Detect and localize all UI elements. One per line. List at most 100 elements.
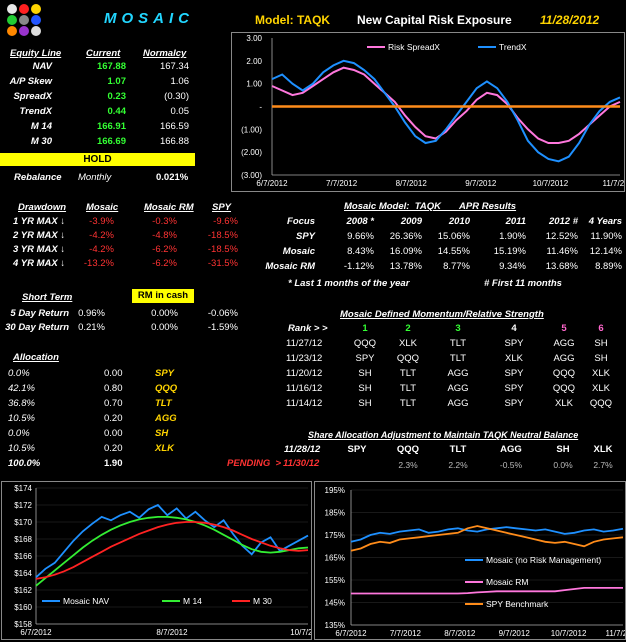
y-tick-label: 165% <box>325 554 345 563</box>
apr-header-col: 2011 <box>505 216 526 227</box>
momentum-title: Mosaic Defined Momentum/Relative Strengt… <box>340 309 544 320</box>
x-tick-label: 6/7/2012 <box>256 179 288 188</box>
allocation-row-pct: 0.0% <box>8 368 30 379</box>
apr-row-value: 1.90% <box>499 231 526 242</box>
apr-header-col: 4 Years <box>588 216 622 227</box>
y-tick-label: 1.00 <box>246 80 262 89</box>
drawdown-row-mosaic: -13.2% <box>83 258 114 269</box>
rm-in-cash-badge: RM in cash <box>132 289 194 303</box>
rebalance-value: 0.021% <box>156 172 189 183</box>
rm-in-cash-text: RM in cash <box>137 290 189 301</box>
share-allocation-value: 0.0% <box>553 460 573 470</box>
y-tick-label: 185% <box>325 509 345 518</box>
nav-moving-average-chart: $174 $172 $170 $168 $166 $164 $162 $160 $158 6/7/… <box>1 481 326 640</box>
rank-label: Rank > > <box>288 323 328 334</box>
equity-row-current: 166.69 <box>96 136 126 147</box>
series-line <box>350 525 624 552</box>
momentum-row-date: 11/14/12 <box>286 398 323 409</box>
y-tick-label: $174 <box>14 484 32 493</box>
equity-row-current: 0.44 <box>107 106 127 117</box>
momentum-row-symbol: XLK <box>505 353 523 364</box>
apr-header-col: 2010 <box>448 216 470 227</box>
allocation-row-symbol: SPY <box>155 368 175 379</box>
y-tick-label: (3.00) <box>241 171 262 180</box>
apr-row-label: SPY <box>295 231 315 242</box>
short-term-row-b: 0.00% <box>151 322 178 333</box>
share-allocation-title: Share Allocation Adjustment to Maintain … <box>308 430 579 440</box>
legend-label: SPY Benchmark <box>486 599 549 609</box>
share-allocation-value: 2.2% <box>448 460 468 470</box>
share-allocation-symbol: SH <box>556 444 570 455</box>
momentum-row-symbol: SH <box>358 398 372 409</box>
allocation-label: Allocation <box>13 352 59 363</box>
equity-row-current: 167.88 <box>96 61 126 72</box>
apr-row-value: 11.46% <box>546 246 578 257</box>
x-tick-label: 6/7/2012 <box>20 628 52 637</box>
rank-header: 5 <box>561 323 567 334</box>
equity-row-normalcy: 167.34 <box>159 61 189 72</box>
share-allocation-date: 11/28/12 <box>284 444 321 455</box>
momentum-row-symbol: QQQ <box>353 338 377 349</box>
momentum-row-symbol: SPY <box>504 383 524 394</box>
equity-row-current: 1.07 <box>107 76 127 87</box>
momentum-row-symbol: SH <box>358 383 372 394</box>
momentum-row-symbol: AGG <box>447 368 469 379</box>
page-title: New Capital Risk Exposure <box>357 13 512 27</box>
model-label: Model: TAQK <box>255 13 331 27</box>
series-line <box>271 66 621 144</box>
x-tick-label: 7/7/2012 <box>326 179 358 188</box>
share-allocation-symbol: SPY <box>347 444 367 455</box>
equity-header-label: Equity Line <box>10 48 62 59</box>
legend-label: M 30 <box>253 596 272 606</box>
y-tick-label: $172 <box>14 501 32 510</box>
momentum-row-symbol: SPY <box>355 353 375 364</box>
rank-header: 4 <box>511 323 517 334</box>
apr-header-col: 2012 # <box>548 216 578 227</box>
y-tick-label: $170 <box>14 518 32 527</box>
hold-status-badge: HOLD <box>0 153 195 166</box>
equity-row-label: TrendX <box>19 106 52 117</box>
risk-exposure-chart: 3.00 2.00 1.00 - (1.00) (2.00) (3.00) 6/7/2012 7… <box>231 32 626 192</box>
rank-header: 3 <box>455 323 461 334</box>
x-tick-label: 11/7/2012 <box>603 179 625 188</box>
y-tick-label: 155% <box>325 576 345 585</box>
drawdown-header: Drawdown <box>18 202 67 213</box>
drawdown-row-rm: -4.8% <box>152 230 177 241</box>
y-tick-label: 175% <box>325 531 345 540</box>
drawdown-row-label: 1 YR MAX ↓ <box>13 216 66 227</box>
y-tick-label: 2.00 <box>246 57 262 66</box>
equity-row-current: 0.23 <box>107 91 127 102</box>
drawdown-row-rm: -6.2% <box>152 258 177 269</box>
momentum-row-symbol: XLK <box>592 368 610 379</box>
equity-header-normalcy: Normalcy <box>143 48 187 59</box>
apr-row-label: Mosaic RM <box>265 261 315 272</box>
y-tick-label: $166 <box>14 552 32 561</box>
drawdown-row-label: 3 YR MAX ↓ <box>13 244 66 255</box>
y-tick-label: $168 <box>14 535 32 544</box>
apr-row-value: 8.43% <box>347 246 374 257</box>
y-tick-label: $158 <box>14 620 32 629</box>
momentum-row-symbol: AGG <box>553 353 575 364</box>
rebalance-frequency: Monthly <box>78 172 112 183</box>
share-allocation-symbol: TLT <box>449 444 467 455</box>
apr-row-value: 12.14% <box>589 246 622 257</box>
legend-label: Risk SpreadX <box>388 42 440 52</box>
performance-comparison-chart: 195% 185% 175% 165% 155% 145% 135% 6/7/2012 7/7/… <box>314 481 626 640</box>
allocation-row-symbol: AGG <box>155 413 177 424</box>
series-line <box>271 59 621 163</box>
drawdown-row-rm: -6.2% <box>152 244 177 255</box>
brand-title: MOSAIC <box>104 10 194 27</box>
apr-title: Mosaic Model: TAQK APR Results <box>344 201 517 212</box>
momentum-row-symbol: TLT <box>399 383 417 394</box>
momentum-row-symbol: QQQ <box>589 398 613 409</box>
short-term-row-c: -0.06% <box>207 308 238 319</box>
y-tick-label: 195% <box>325 486 345 495</box>
series-line <box>350 526 624 543</box>
equity-row-normalcy: 166.59 <box>159 121 189 132</box>
allocation-row-symbol: TLT <box>155 398 172 409</box>
drawdown-row-rm: -0.3% <box>152 216 177 227</box>
momentum-row-symbol: AGG <box>447 398 469 409</box>
allocation-row-pct: 42.1% <box>8 383 35 394</box>
drawdown-row-mosaic: -4.2% <box>89 244 114 255</box>
rebalance-label: Rebalance <box>14 172 62 183</box>
